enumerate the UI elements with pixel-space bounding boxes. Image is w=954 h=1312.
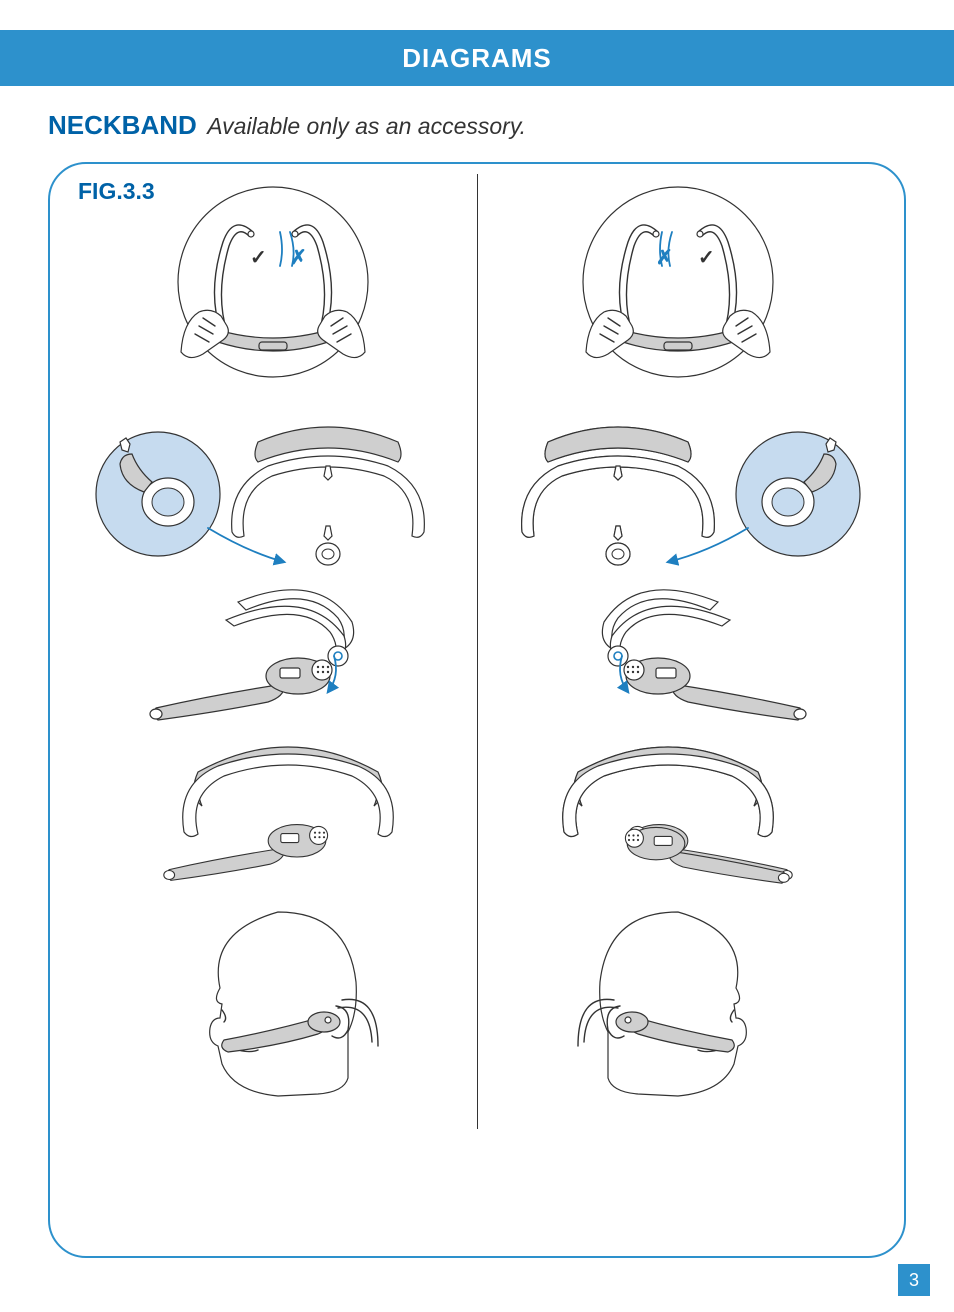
page-number-badge: 3	[898, 1264, 930, 1296]
page-number: 3	[909, 1270, 919, 1291]
subheader-note: Available only as an accessory.	[207, 113, 526, 139]
subheader-title: NECKBAND	[48, 110, 197, 140]
header-bar: DIAGRAMS	[0, 30, 954, 86]
left-column: ✓ ✗	[96, 187, 424, 1096]
assembly-diagram: ✓ ✗ ✗ ✓	[58, 172, 900, 1140]
attach-arrow	[208, 528, 284, 562]
subheader: NECKBAND Available only as an accessory.	[48, 110, 526, 141]
check-mark: ✓	[698, 247, 715, 269]
check-mark: ✓	[250, 247, 267, 269]
header-title: DIAGRAMS	[402, 43, 552, 74]
right-column: ✗ ✓	[498, 187, 860, 1096]
diagram-frame: FIG.3.3	[48, 162, 906, 1258]
